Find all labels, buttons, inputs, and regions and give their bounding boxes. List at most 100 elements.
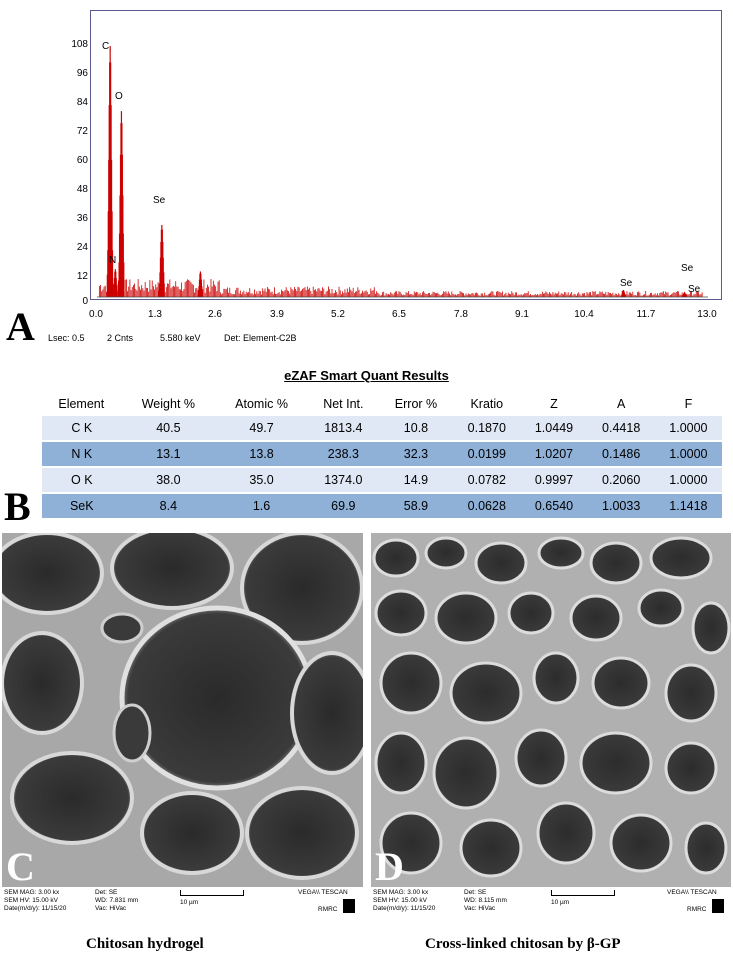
sem-mag: SEM MAG: 3.00 kx: [373, 889, 429, 896]
panel-letter-b: B: [4, 484, 31, 529]
table-cell: 1.0033: [587, 493, 655, 519]
sem-rmrc: RMRC: [687, 906, 707, 913]
sem-logo-icon: [343, 899, 355, 913]
caption-right: Cross-linked chitosan by β-GP: [425, 936, 621, 952]
table-cell: 0.4418: [587, 416, 655, 441]
x-tick-label: 5.2: [331, 309, 345, 320]
table-row: SeK 8.4 1.6 69.9 58.9 0.0628 0.6540 1.00…: [40, 493, 722, 519]
sem-date: Date(m/d/y): 11/15/20: [373, 905, 436, 912]
y-tick-label: 12: [76, 271, 88, 282]
sem-det: Det: SE: [464, 889, 487, 896]
spectrum-series: [98, 46, 703, 297]
y-tick-label: 36: [76, 213, 88, 224]
sem-info-bar-right: SEM MAG: 3.00 kx Det: SE VEGA\\ TESCAN S…: [371, 888, 726, 918]
x-tick-label: 0.0: [89, 309, 103, 320]
y-tick-label: 48: [76, 184, 88, 195]
peak-label-se: Se: [688, 284, 701, 295]
table-cell: 1.0449: [520, 416, 588, 441]
status-kev: 5.580 keV: [160, 333, 201, 343]
status-counts: 2 Cnts: [107, 333, 134, 343]
y-tick-label: 0: [82, 296, 88, 307]
table-cell: 1374.0: [307, 467, 379, 493]
table-cell: 1.0000: [654, 441, 722, 467]
column-header: Element: [58, 397, 105, 411]
table-cell: 38.0: [121, 467, 216, 493]
table-row: C K 40.5 49.7 1813.4 10.8 0.1870 1.0449 …: [40, 416, 722, 441]
table-cell: C K: [40, 416, 122, 441]
y-tick-label: 96: [76, 68, 88, 79]
table-cell: SeK: [40, 493, 122, 519]
sem-det: Det: SE: [95, 889, 118, 896]
peak-label-o: O: [115, 91, 123, 102]
column-header: Kratio: [470, 397, 504, 411]
table-cell: 69.9: [307, 493, 379, 519]
quant-results-table: Element Weight % Atomic % Net Int. Error…: [40, 392, 722, 520]
x-tick-label: 7.8: [454, 309, 468, 320]
table-cell: O K: [40, 467, 122, 493]
table-cell: 49.7: [215, 416, 308, 441]
column-header: F: [684, 397, 693, 411]
x-tick-label: 6.5: [392, 309, 406, 320]
table-cell: 0.2060: [587, 467, 655, 493]
table-cell: 13.8: [215, 441, 308, 467]
table-cell: 0.6540: [520, 493, 588, 519]
table-cell: 1.0000: [654, 416, 722, 441]
x-tick-label: 3.9: [270, 309, 284, 320]
x-tick-label: 1.3: [148, 309, 162, 320]
caption-left: Chitosan hydrogel: [86, 936, 204, 952]
column-header: Weight %: [141, 397, 195, 411]
sem-wd: WD: 8.115 mm: [464, 897, 507, 904]
panel-letter-d: D: [375, 844, 404, 887]
table-cell: 1.1418: [654, 493, 722, 519]
table-cell: 1813.4: [307, 416, 379, 441]
table-row: O K 38.0 35.0 1374.0 14.9 0.0782 0.9997 …: [40, 467, 722, 493]
sem-vac: Vac: HiVac: [95, 905, 127, 912]
column-header: Net Int.: [323, 397, 364, 411]
spectrum-plot: [97, 46, 708, 298]
peak-label-n: N: [109, 255, 117, 266]
scale-bar-label: 10 µm: [180, 899, 199, 906]
sem-vendor: VEGA\\ TESCAN: [667, 889, 717, 896]
column-header: Error %: [394, 397, 438, 411]
table-cell: 32.3: [378, 441, 454, 467]
table-cell: 0.9997: [520, 467, 588, 493]
sem-vac: Vac: HiVac: [464, 905, 496, 912]
status-lsec: Lsec: 0.5: [48, 333, 85, 343]
table-cell: 40.5: [121, 416, 216, 441]
table-cell: 0.0628: [453, 493, 521, 519]
sem-hv: SEM HV: 15.00 kV: [4, 897, 58, 904]
panel-letter-c: C: [6, 844, 35, 887]
x-tick-label: 10.4: [574, 309, 594, 320]
column-header: A: [617, 397, 626, 411]
y-tick-label: 24: [76, 242, 88, 253]
table-header-row: Element Weight % Atomic % Net Int. Error…: [41, 392, 722, 416]
sem-info-bar-left: SEM MAG: 3.00 kx Det: SE VEGA\\ TESCAN S…: [2, 888, 357, 918]
table-cell: 238.3: [307, 441, 379, 467]
quant-results-title: eZAF Smart Quant Results: [284, 368, 449, 383]
sem-image-crosslinked-chitosan: D: [371, 533, 731, 887]
sem-logo-icon: [712, 899, 724, 913]
table-cell: 0.1870: [453, 416, 521, 441]
sem-hv: SEM HV: 15.00 kV: [373, 897, 427, 904]
status-detector: Det: Element-C2B: [224, 333, 297, 343]
peak-label-se: Se: [620, 278, 633, 289]
peak-label-se: Se: [681, 263, 694, 274]
table-cell: 10.8: [378, 416, 454, 441]
y-tick-label: 84: [76, 97, 88, 108]
table-cell: 1.6: [215, 493, 308, 519]
sem-micrograph-left: [2, 533, 363, 887]
sem-vendor: VEGA\\ TESCAN: [298, 889, 348, 896]
x-tick-label: 9.1: [515, 309, 529, 320]
spectrum-plot-frame: [90, 10, 722, 300]
panel-letter-a: A: [6, 304, 35, 349]
y-tick-label: 72: [76, 126, 88, 137]
table-cell: 1.0207: [520, 441, 588, 467]
x-tick-label: 11.7: [636, 309, 656, 320]
sem-rmrc: RMRC: [318, 906, 338, 913]
peak-label-se: Se: [153, 195, 166, 206]
sem-image-chitosan-hydrogel: C: [2, 533, 363, 887]
table-cell: 0.0199: [453, 441, 521, 467]
x-tick-label: 2.6: [208, 309, 222, 320]
table-cell: 8.4: [121, 493, 216, 519]
sem-micrograph-right: [371, 533, 731, 887]
